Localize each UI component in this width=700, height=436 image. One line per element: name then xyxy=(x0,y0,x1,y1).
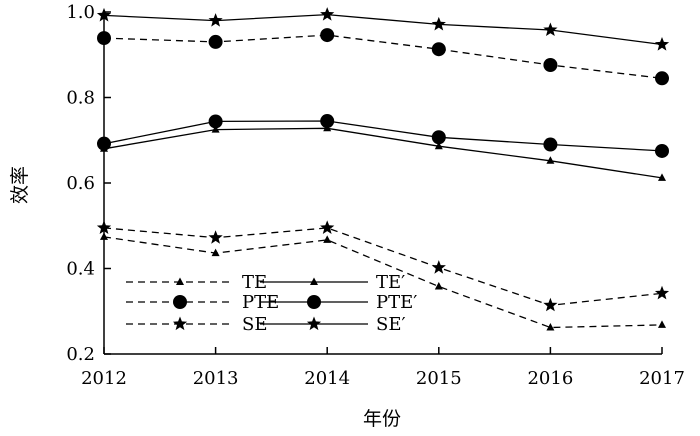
x-tick-label: 2015 xyxy=(416,368,462,389)
data-point xyxy=(97,136,111,151)
data-point xyxy=(97,31,111,46)
legend-item: TE xyxy=(126,272,267,293)
data-point xyxy=(655,143,669,158)
data-point xyxy=(208,230,223,244)
legend-label: TE xyxy=(242,272,267,293)
data-point xyxy=(211,125,220,133)
legend-marker xyxy=(173,295,187,309)
series-3 xyxy=(100,123,666,181)
data-point xyxy=(96,7,112,22)
data-point xyxy=(431,260,446,274)
series-2 xyxy=(96,220,670,312)
series-1 xyxy=(97,28,669,86)
x-tick-label: 2013 xyxy=(193,368,239,389)
data-point xyxy=(323,235,332,243)
series-line xyxy=(103,236,663,329)
data-point xyxy=(431,16,446,31)
data-point xyxy=(96,220,112,234)
data-point xyxy=(320,28,335,43)
data-point xyxy=(543,22,558,36)
data-point xyxy=(654,285,670,300)
data-point xyxy=(208,13,223,27)
legend-label: SE′ xyxy=(376,314,406,335)
series-line xyxy=(103,127,663,179)
data-point xyxy=(211,248,220,257)
legend-item: PTE′ xyxy=(260,292,417,313)
data-point xyxy=(658,320,666,328)
legend-marker xyxy=(310,277,318,285)
legend-marker xyxy=(172,316,188,331)
x-tick-label: 2016 xyxy=(527,368,573,389)
series-4 xyxy=(97,114,669,158)
legend-item: SE xyxy=(126,314,267,335)
data-point xyxy=(546,322,555,331)
legend-marker xyxy=(307,295,321,309)
y-tick-label: 0.8 xyxy=(66,88,95,109)
x-tick-label: 2014 xyxy=(304,368,350,389)
x-tick-label: 2012 xyxy=(81,368,127,389)
x-axis-label: 年份 xyxy=(363,408,401,430)
legend-marker xyxy=(176,277,184,285)
axes: 0.2 0.4 0.6 0.8 1.0 2012 2013 2014 2015 2016 2017 xyxy=(66,2,685,389)
legend-label: PTE′ xyxy=(376,292,417,313)
y-axis-label: 效率 xyxy=(9,166,31,204)
data-point xyxy=(320,114,335,129)
data-point xyxy=(658,173,666,181)
series-layer xyxy=(96,7,670,331)
data-point xyxy=(434,281,443,290)
data-point xyxy=(654,37,670,51)
data-point xyxy=(543,58,558,73)
x-tick-label: 2017 xyxy=(639,368,685,389)
data-point xyxy=(320,220,335,234)
data-point xyxy=(655,71,669,86)
series-line xyxy=(103,34,663,79)
data-point xyxy=(431,42,446,57)
y-tick-label: 1.0 xyxy=(66,2,95,23)
legend-marker xyxy=(306,316,322,331)
y-tick-label: 0.6 xyxy=(66,173,95,194)
series-0 xyxy=(100,232,666,331)
legend-item: SE′ xyxy=(260,314,406,335)
legend-item: PTE xyxy=(126,292,279,313)
data-point xyxy=(543,137,558,152)
y-tick-label: 0.2 xyxy=(66,344,95,365)
legend-item: TE′ xyxy=(260,272,405,293)
data-point xyxy=(543,297,558,312)
data-point xyxy=(100,232,108,240)
legend-label: TE′ xyxy=(376,272,405,293)
data-point xyxy=(208,34,223,49)
series-line xyxy=(103,120,663,152)
data-point xyxy=(546,156,555,164)
series-line xyxy=(103,13,663,46)
legend-label: SE xyxy=(242,314,267,335)
data-point xyxy=(431,130,446,145)
data-point xyxy=(320,7,335,21)
y-tick-label: 0.4 xyxy=(66,259,95,280)
series-5 xyxy=(96,7,670,51)
data-point xyxy=(434,141,443,150)
data-point xyxy=(208,114,223,129)
